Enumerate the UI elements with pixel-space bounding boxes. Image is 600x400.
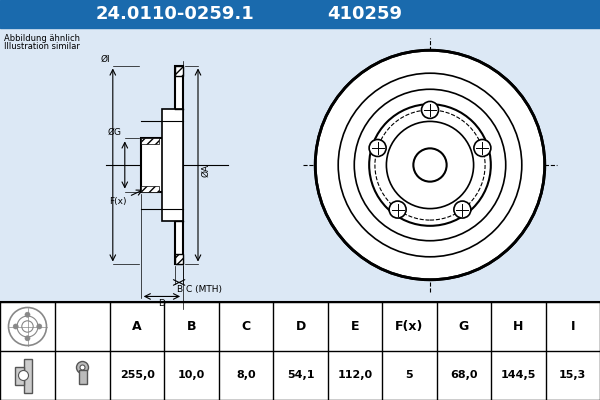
Circle shape xyxy=(25,336,30,341)
Circle shape xyxy=(474,140,491,156)
Circle shape xyxy=(13,324,18,329)
Text: 15,3: 15,3 xyxy=(559,370,586,380)
Text: H: H xyxy=(513,320,524,333)
Circle shape xyxy=(413,148,446,182)
Text: 5: 5 xyxy=(406,370,413,380)
Circle shape xyxy=(369,140,386,156)
Text: 24.0110-0259.1: 24.0110-0259.1 xyxy=(95,5,254,23)
Text: 8,0: 8,0 xyxy=(236,370,256,380)
Bar xyxy=(175,254,183,264)
Text: ØH: ØH xyxy=(175,163,184,177)
Circle shape xyxy=(19,370,29,380)
Bar xyxy=(141,138,175,192)
Text: C: C xyxy=(242,320,251,333)
Text: D: D xyxy=(158,300,166,308)
Bar xyxy=(0,302,600,400)
Circle shape xyxy=(77,362,89,374)
Circle shape xyxy=(389,201,406,218)
Text: I: I xyxy=(571,320,575,333)
Circle shape xyxy=(17,316,38,337)
Text: F(x): F(x) xyxy=(395,320,424,333)
Circle shape xyxy=(8,308,47,346)
Text: 112,0: 112,0 xyxy=(337,370,373,380)
Bar xyxy=(141,186,159,192)
Bar xyxy=(14,366,23,384)
Circle shape xyxy=(315,50,545,280)
Text: ØG: ØG xyxy=(108,128,122,136)
Text: B: B xyxy=(176,286,182,294)
Text: 10,0: 10,0 xyxy=(178,370,205,380)
Circle shape xyxy=(454,201,471,218)
Bar xyxy=(162,109,183,221)
Circle shape xyxy=(22,321,33,332)
Circle shape xyxy=(369,104,491,226)
Circle shape xyxy=(25,312,30,317)
Text: 255,0: 255,0 xyxy=(120,370,155,380)
Text: B: B xyxy=(187,320,196,333)
Bar xyxy=(79,370,86,384)
Text: A: A xyxy=(133,320,142,333)
Text: ØI: ØI xyxy=(100,54,110,64)
Text: 144,5: 144,5 xyxy=(500,370,536,380)
Bar xyxy=(23,358,32,392)
Bar xyxy=(0,0,600,28)
Text: 410259: 410259 xyxy=(328,5,403,23)
Bar xyxy=(175,66,183,264)
Text: E: E xyxy=(351,320,359,333)
Text: ØA: ØA xyxy=(201,164,210,176)
Text: ØE: ØE xyxy=(173,164,182,176)
Circle shape xyxy=(354,89,506,241)
Text: F(x): F(x) xyxy=(109,197,127,206)
Bar xyxy=(141,138,159,144)
Text: 54,1: 54,1 xyxy=(287,370,314,380)
Text: D: D xyxy=(295,320,305,333)
Circle shape xyxy=(386,121,473,209)
Text: Illustration similar: Illustration similar xyxy=(4,42,80,51)
Circle shape xyxy=(421,102,439,118)
Text: 68,0: 68,0 xyxy=(450,370,478,380)
Text: C (MTH): C (MTH) xyxy=(186,286,222,294)
Circle shape xyxy=(338,73,522,257)
Text: Abbildung ähnlich: Abbildung ähnlich xyxy=(4,34,80,43)
Text: G: G xyxy=(459,320,469,333)
Bar xyxy=(175,66,183,76)
Circle shape xyxy=(80,365,85,370)
Circle shape xyxy=(37,324,42,329)
